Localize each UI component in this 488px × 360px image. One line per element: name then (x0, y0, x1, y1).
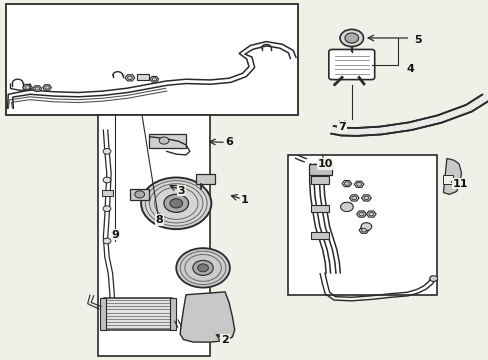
Bar (308, 164, 331, 175)
Polygon shape (348, 195, 358, 201)
Circle shape (103, 206, 111, 212)
Circle shape (339, 30, 363, 46)
Circle shape (344, 33, 358, 43)
Bar (100, 298, 106, 330)
Circle shape (344, 182, 348, 185)
Circle shape (141, 177, 211, 229)
Bar (98, 116, 210, 356)
Circle shape (368, 212, 373, 216)
Circle shape (159, 137, 168, 144)
Circle shape (135, 191, 144, 198)
Text: 9: 9 (111, 230, 119, 239)
Circle shape (197, 264, 208, 272)
Circle shape (363, 196, 368, 200)
Polygon shape (331, 126, 341, 136)
Polygon shape (439, 104, 468, 123)
Circle shape (45, 86, 49, 89)
Bar (311, 176, 328, 184)
Text: 3: 3 (177, 186, 184, 196)
Bar (443, 175, 452, 184)
Text: 4: 4 (406, 64, 413, 74)
Polygon shape (353, 181, 363, 188)
Text: 1: 1 (240, 195, 248, 205)
Polygon shape (366, 211, 375, 217)
Circle shape (358, 212, 363, 216)
Circle shape (169, 199, 182, 208)
Polygon shape (42, 85, 51, 90)
Polygon shape (358, 227, 368, 233)
Circle shape (356, 183, 361, 186)
Polygon shape (125, 75, 135, 81)
Polygon shape (409, 115, 439, 131)
Circle shape (340, 202, 352, 212)
Polygon shape (33, 86, 41, 91)
Circle shape (361, 228, 366, 232)
Bar (102, 190, 113, 196)
Text: 8: 8 (155, 215, 163, 225)
Circle shape (351, 196, 356, 200)
Circle shape (25, 86, 30, 89)
Bar (5, 4, 298, 116)
Polygon shape (356, 126, 380, 136)
Circle shape (103, 177, 111, 183)
Bar (104, 298, 172, 330)
Text: 11: 11 (451, 179, 467, 189)
Bar (288, 155, 436, 295)
Polygon shape (341, 180, 351, 187)
Polygon shape (443, 158, 461, 194)
Bar (149, 134, 185, 148)
Bar (311, 205, 328, 212)
Bar (137, 74, 149, 80)
Polygon shape (356, 211, 366, 217)
Text: 7: 7 (338, 122, 345, 132)
Circle shape (429, 276, 437, 282)
Polygon shape (468, 93, 485, 113)
Circle shape (103, 148, 111, 154)
Polygon shape (380, 122, 409, 135)
Text: 2: 2 (221, 334, 228, 345)
Text: 10: 10 (317, 159, 332, 169)
Text: 6: 6 (224, 138, 232, 147)
Circle shape (176, 248, 229, 288)
Circle shape (103, 238, 111, 244)
Circle shape (360, 223, 371, 230)
Bar (195, 174, 215, 184)
Polygon shape (22, 84, 32, 91)
Circle shape (127, 76, 132, 80)
Polygon shape (341, 127, 356, 136)
Bar (311, 232, 328, 239)
Text: 5: 5 (413, 35, 421, 45)
Circle shape (163, 194, 188, 212)
Circle shape (152, 78, 156, 81)
Bar (130, 189, 149, 200)
Polygon shape (150, 76, 158, 82)
Bar (170, 298, 176, 330)
FancyBboxPatch shape (328, 49, 374, 80)
Circle shape (192, 260, 213, 275)
Circle shape (35, 87, 40, 90)
Polygon shape (361, 195, 370, 201)
Polygon shape (180, 292, 234, 342)
